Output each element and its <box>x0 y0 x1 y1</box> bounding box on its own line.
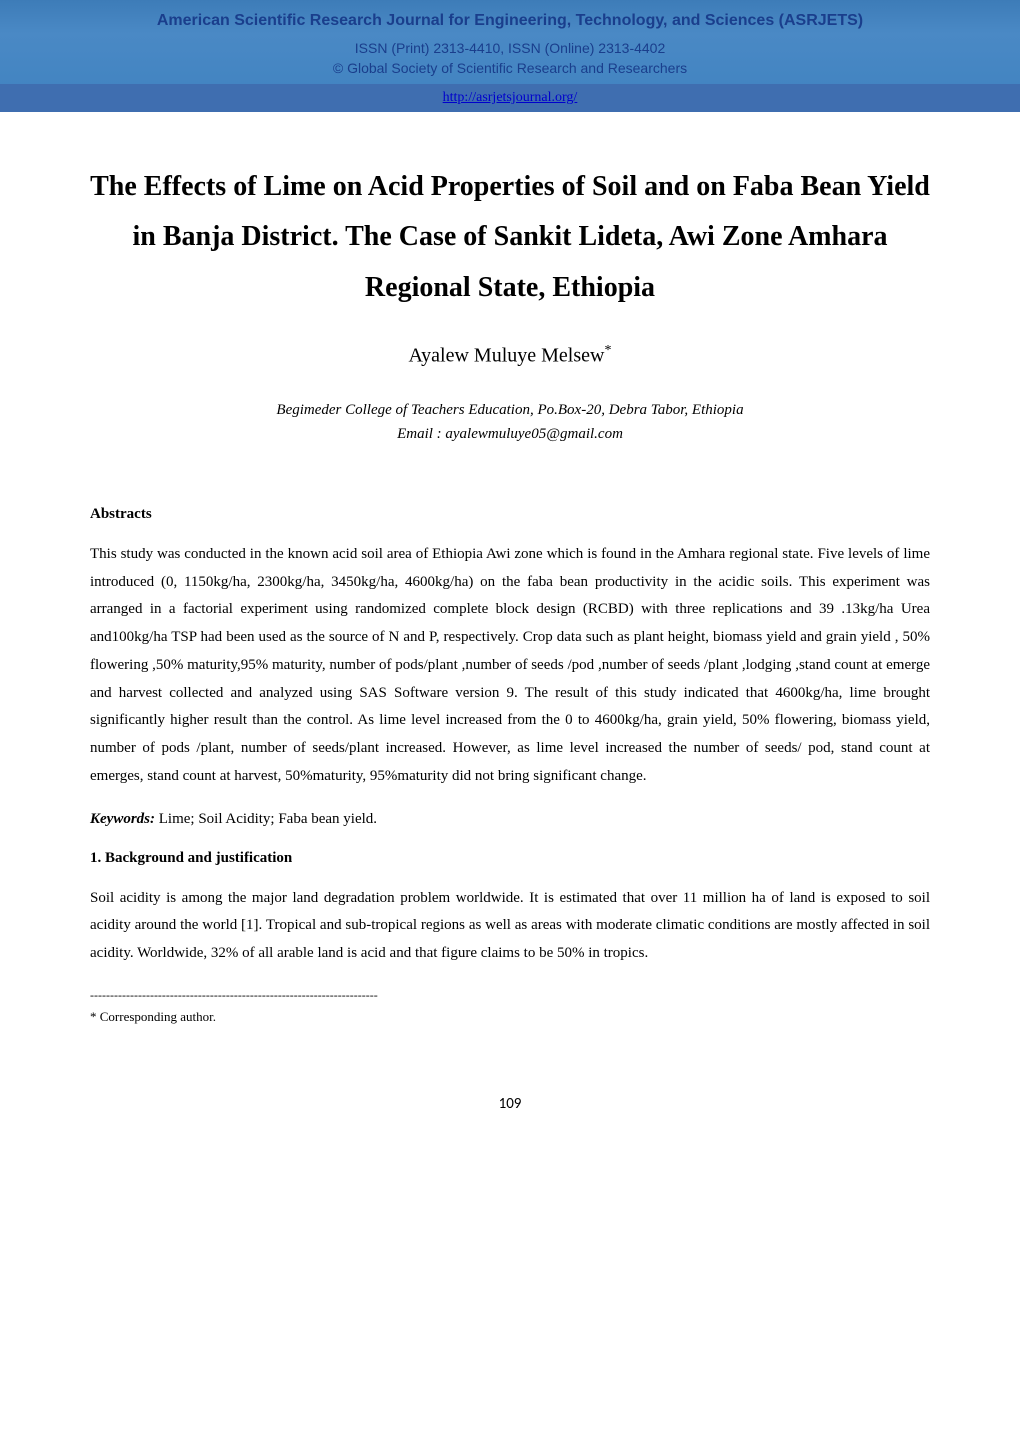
journal-issn: ISSN (Print) 2313-4410, ISSN (Online) 23… <box>0 38 1020 58</box>
paper-affiliation: Begimeder College of Teachers Education,… <box>90 398 930 446</box>
footnote-divider: ----------------------------------------… <box>90 988 930 1003</box>
page-number: 109 <box>0 1095 1020 1133</box>
background-text: Soil acidity is among the major land deg… <box>90 885 930 968</box>
abstract-heading: Abstracts <box>90 506 930 523</box>
journal-url-bar: http://asrjetsjournal.org/ <box>0 84 1020 112</box>
background-heading: 1. Background and justification <box>90 850 930 867</box>
paper-author: Ayalew Muluye Melsew* <box>90 343 930 368</box>
abstract-text: This study was conducted in the known ac… <box>90 541 930 791</box>
journal-copyright: © Global Society of Scientific Research … <box>0 58 1020 84</box>
journal-title: American Scientific Research Journal for… <box>0 12 1020 38</box>
paper-content: The Effects of Lime on Acid Properties o… <box>0 112 1020 1095</box>
corresponding-author-note: * Corresponding author. <box>90 1009 930 1025</box>
affiliation-line-2: Email : ayalewmuluye05@gmail.com <box>90 422 930 446</box>
author-name: Ayalew Muluye Melsew <box>409 345 605 367</box>
journal-url[interactable]: http://asrjetsjournal.org/ <box>0 90 1020 106</box>
keywords: Keywords: Lime; Soil Acidity; Faba bean … <box>90 811 930 828</box>
affiliation-line-1: Begimeder College of Teachers Education,… <box>90 398 930 422</box>
author-marker: * <box>604 343 611 358</box>
keywords-text: Lime; Soil Acidity; Faba bean yield. <box>155 811 377 827</box>
paper-title: The Effects of Lime on Acid Properties o… <box>90 162 930 313</box>
journal-url-link[interactable]: http://asrjetsjournal.org/ <box>443 90 578 105</box>
journal-header: American Scientific Research Journal for… <box>0 0 1020 112</box>
keywords-label: Keywords: <box>90 811 155 827</box>
